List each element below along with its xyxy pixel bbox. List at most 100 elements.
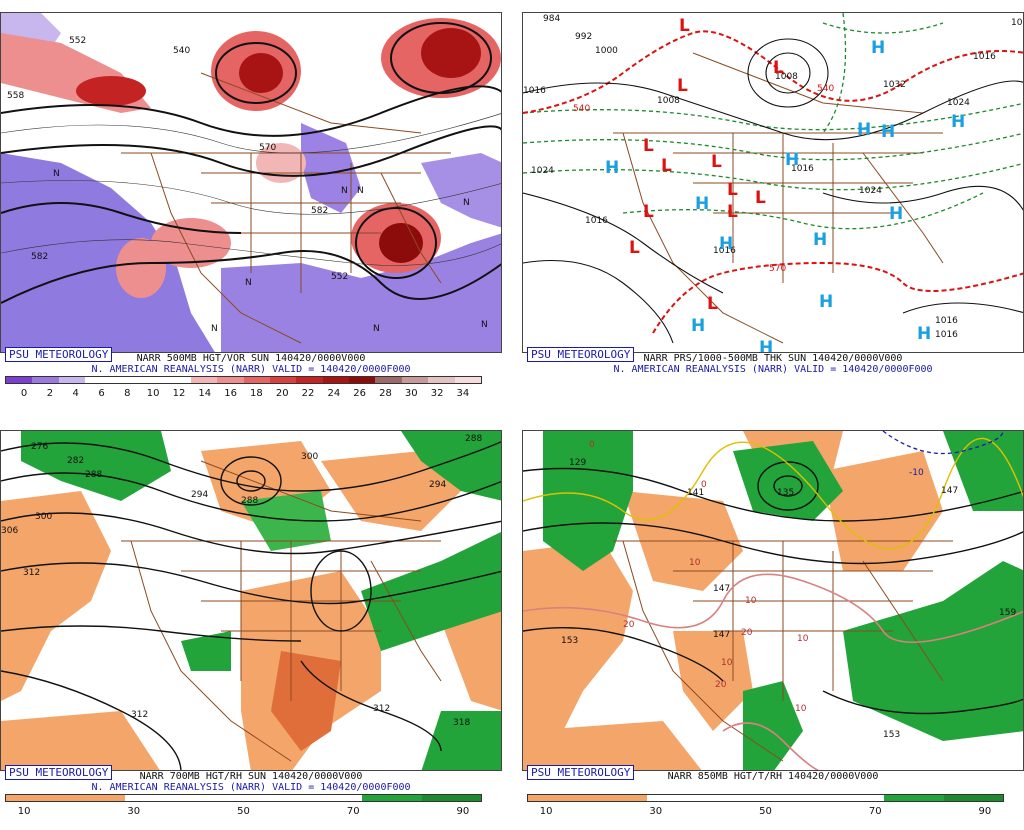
colorbar-tick: 90 — [978, 806, 992, 817]
thickness-label: 540 — [817, 84, 834, 94]
isobar-label: 1032 — [883, 80, 906, 90]
colorbar-swatch — [302, 795, 363, 801]
isobar-label: 1016 — [585, 216, 608, 226]
panel-850mb-temp-rh: 129 141 135 147 147 153 153 159 147 0 0 … — [522, 430, 1024, 830]
contour-label: 582 — [311, 206, 328, 216]
contour-label: 288 — [241, 496, 258, 506]
colorbar-tick: 10 — [539, 806, 553, 817]
isobar-label: 1008 — [775, 72, 798, 82]
valid-time: N. AMERICAN REANALYSIS (NARR) VALID = 14… — [91, 782, 411, 793]
colorbar-swatch — [243, 377, 270, 383]
contour-label: 300 — [301, 452, 318, 462]
contour-label: 552 — [69, 36, 86, 46]
high-pressure-marker: H — [889, 204, 903, 224]
colorbar-swatch — [184, 795, 244, 801]
colorbar-swatch — [217, 377, 244, 383]
colorbar-swatch — [349, 377, 376, 383]
colorbar-tick: 50 — [237, 806, 250, 817]
high-pressure-marker: H — [719, 234, 733, 254]
contour-label: 300 — [35, 512, 52, 522]
isobar-label: 1016 — [791, 164, 814, 174]
temperature-label: 0 — [701, 480, 707, 490]
high-pressure-marker: H — [917, 324, 931, 344]
low-pressure-marker: L — [679, 16, 690, 36]
contour-label: 288 — [85, 470, 102, 480]
contour-label: 558 — [7, 91, 24, 101]
isobar-label: 1016 — [935, 330, 958, 340]
psu-badge: PSU METEOROLOGY — [5, 765, 113, 780]
colorbar-tick: 30 — [404, 388, 418, 399]
thickness-label: 540 — [573, 104, 590, 114]
low-pressure-marker: L — [643, 136, 654, 156]
colorbar-tick: 16 — [224, 388, 237, 399]
colorbar-tick: 34 — [456, 388, 470, 399]
colorbar-swatch — [6, 795, 66, 801]
colorbar-swatch — [124, 795, 185, 801]
low-pressure-marker: L — [643, 202, 654, 222]
colorbar-swatch — [421, 795, 481, 801]
low-pressure-marker: L — [629, 238, 640, 258]
colorbar-tick: 70 — [868, 806, 882, 817]
contour-label: 312 — [23, 568, 40, 578]
panel-500mb-vorticity: 552 558 540 570 582 552 582 N N N N N N … — [0, 12, 502, 412]
colorbar-tick: 10 — [17, 806, 31, 817]
colorbar-swatch — [824, 795, 885, 801]
contour-label: 159 — [999, 608, 1016, 618]
colorbar-swatch — [401, 377, 429, 383]
psu-badge: PSU METEOROLOGY — [527, 347, 635, 362]
colorbar-swatch — [137, 377, 165, 383]
product-title: NARR PRS/1000-500MB THK SUN 140420/0000V… — [643, 353, 903, 364]
contour-label: 582 — [31, 252, 48, 262]
colorbar-tick: 24 — [327, 388, 341, 399]
contour-label: 312 — [131, 710, 148, 720]
colorbar-tick: 30 — [127, 806, 141, 817]
high-pressure-marker: H — [605, 158, 619, 178]
n-marker: N — [463, 198, 470, 208]
colorbar-tick: 32 — [430, 388, 444, 399]
isobar-label: 1016 — [523, 86, 546, 96]
temperature-label: 20 — [623, 620, 635, 630]
contour-label: 129 — [569, 458, 586, 468]
colorbar-tick: 18 — [250, 388, 263, 399]
contour-label: 141 — [687, 488, 704, 498]
map-500mb: 552 558 540 570 582 552 582 N N N N N N … — [0, 12, 502, 353]
product-title: NARR 700MB HGT/RH SUN 140420/0000V000 — [139, 771, 363, 782]
high-pressure-marker: H — [951, 112, 965, 132]
colorbar-swatch — [428, 377, 455, 383]
colorbar-tick: 90 — [456, 806, 470, 817]
high-pressure-marker: H — [813, 230, 827, 250]
colorbar-swatch — [322, 377, 350, 383]
contour-label: 570 — [259, 143, 276, 153]
product-title: NARR 500MB HGT/VOR SUN 140420/0000V000 — [136, 353, 366, 364]
n-marker: N — [211, 324, 218, 334]
colorbar-swatch — [6, 377, 33, 383]
colorbar-tick: 12 — [172, 388, 186, 399]
contour-label: 276 — [31, 442, 48, 452]
n-marker: N — [373, 324, 380, 334]
contour-label: 135 — [777, 488, 794, 498]
contour-label: 294 — [429, 480, 446, 490]
isobar-label: 1016 — [1011, 18, 1024, 28]
colorbar-tick: 6 — [98, 388, 105, 399]
colorbar-tick: 70 — [346, 806, 360, 817]
colorbar-swatch — [375, 377, 402, 383]
colorbar-tick: 50 — [759, 806, 772, 817]
colorbar — [5, 794, 482, 802]
high-pressure-marker: H — [819, 292, 833, 312]
isobar-label: 1024 — [531, 166, 554, 176]
psu-badge: PSU METEOROLOGY — [527, 765, 635, 780]
high-pressure-marker: H — [881, 122, 895, 142]
colorbar-swatch — [164, 377, 191, 383]
colorbar-tick: 4 — [72, 388, 79, 399]
thickness-label: 570 — [769, 264, 786, 274]
high-pressure-marker: H — [785, 150, 799, 170]
panel-pressure-thickness: 984 992 1000 1008 1016 1024 1008 1032 10… — [522, 12, 1024, 412]
contour-label: 147 — [941, 486, 958, 496]
colorbar-ticks: 0 2 4 6 8 10 12 14 16 18 20 22 24 26 28 30 32 34 — [5, 388, 482, 400]
isobar-label: 1024 — [947, 98, 970, 108]
map-850mb: 129 141 135 147 147 153 153 159 147 0 0 … — [522, 430, 1024, 771]
temperature-label: 20 — [741, 628, 753, 638]
colorbar-tick: 30 — [649, 806, 663, 817]
colorbar-swatch — [296, 377, 323, 383]
map-700mb: 276 282 288 300 294 288 300 294 306 312 … — [0, 430, 502, 771]
